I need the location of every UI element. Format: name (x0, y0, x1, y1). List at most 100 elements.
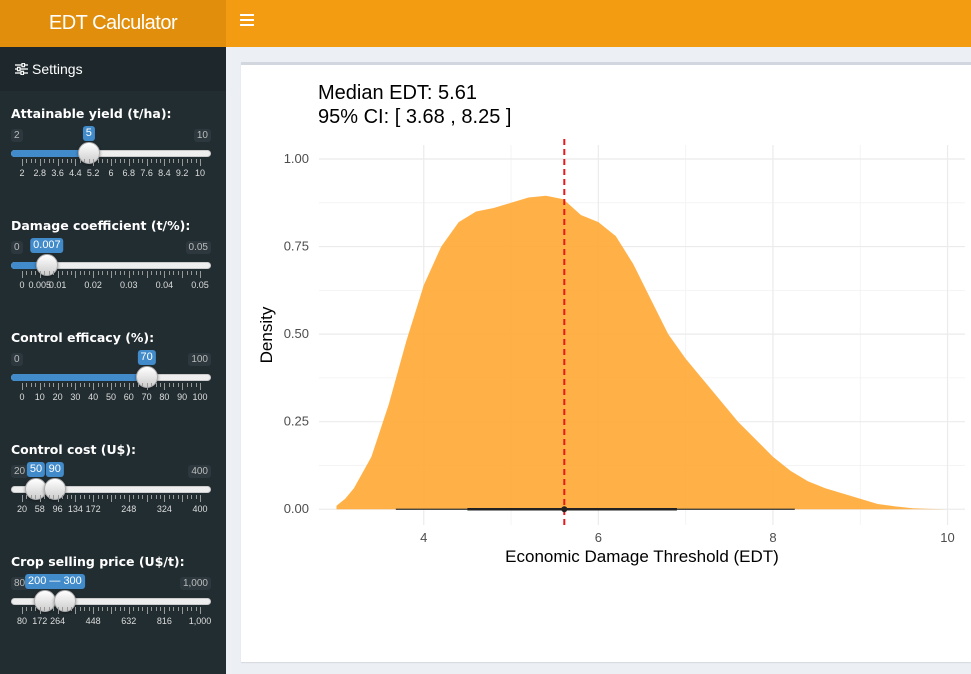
slider-tick-labels: 0 10 20 30 40 50 60 70 80 90 100 (11, 392, 211, 404)
slider-tick (97, 607, 99, 611)
slider-tick (137, 383, 139, 387)
slider-tick (146, 159, 148, 166)
slider-tick (146, 607, 148, 614)
slider-tick (142, 383, 144, 387)
slider-tick (97, 159, 99, 163)
slider-fill (11, 150, 89, 157)
slider-tick (195, 495, 197, 499)
sidebar-item-settings[interactable]: Settings (0, 47, 226, 91)
slider-tick (146, 271, 148, 278)
slider-handle[interactable] (77, 142, 100, 164)
slider-value-bubble: 0.007 (30, 238, 64, 253)
slider-track[interactable] (11, 486, 211, 493)
slider-tick (53, 495, 55, 499)
slider-tick (133, 271, 135, 275)
slider-tick (128, 159, 130, 166)
slider-tick (191, 159, 193, 163)
slider-tick (75, 159, 77, 166)
slider-tick (26, 159, 28, 163)
slider-tick-label: 10 (34, 392, 45, 402)
slider-handle[interactable] (43, 478, 66, 500)
slider-tick (53, 159, 55, 163)
slider-tick-label: 30 (70, 392, 81, 402)
slider-tick (155, 495, 157, 499)
slider-tick-label: 90 (177, 392, 188, 402)
slider-tick (66, 159, 68, 163)
slider-label: Control efficacy (%): (11, 330, 155, 345)
slider-tick (173, 607, 175, 611)
slider-max-label: 0.05 (185, 241, 211, 254)
slider-ticks (11, 383, 211, 391)
slider-tick (22, 495, 23, 502)
slider-tick (93, 607, 95, 614)
slider-tick-label: 0.05 (191, 280, 209, 290)
slider-1: Damage coefficient (t/%): 0 0.05 0.007 0 0.00… (11, 218, 211, 294)
slider-tick (191, 607, 193, 611)
slider-tick (70, 607, 72, 611)
slider-tick (57, 495, 59, 502)
slider-tick (75, 383, 77, 390)
slider-tick (182, 271, 184, 278)
slider-tick-label: 324 (156, 504, 172, 514)
slider-tick (124, 271, 126, 275)
slider-tick-label: 0.02 (84, 280, 102, 290)
slider-tick (111, 159, 112, 166)
slider-tick (22, 607, 23, 614)
slider-tick (30, 607, 32, 611)
slider-handle[interactable] (53, 590, 76, 612)
slider-tick (168, 159, 170, 163)
slider-tick (155, 607, 157, 611)
slider-tick (151, 383, 153, 387)
slider-tick (70, 271, 72, 275)
y-tick-label: 0.75 (284, 239, 309, 254)
slider-tick (66, 607, 68, 611)
slider-tick (66, 383, 68, 387)
chart-title-ci: 95% CI: [ 3.68 , 8.25 ] (318, 106, 512, 128)
slider-body: 0 100 70 0 10 20 30 40 50 60 70 80 90 100 (11, 350, 211, 406)
slider-tick (39, 383, 41, 390)
slider-handle[interactable] (35, 254, 58, 276)
slider-tick (70, 383, 72, 387)
slider-tick (177, 383, 179, 387)
slider-tick (106, 159, 108, 163)
slider-tick-label: 3.6 (51, 168, 64, 178)
slider-tick (88, 607, 90, 611)
slider-tick (164, 607, 166, 614)
slider-tick (137, 607, 139, 611)
slider-tick (102, 383, 104, 387)
slider-tick (79, 607, 81, 611)
slider-tick (177, 607, 179, 611)
slider-tick (119, 383, 121, 387)
slider-tick (111, 607, 112, 614)
slider-tick (84, 159, 86, 163)
slider-tick (88, 271, 90, 275)
slider-tick (48, 271, 50, 275)
slider-max-label: 1,000 (179, 577, 211, 590)
slider-tick (195, 607, 197, 611)
slider-value-bubble: 70 (137, 350, 156, 365)
app-title[interactable]: EDT Calculator (0, 0, 226, 47)
slider-tick (137, 495, 139, 499)
slider-tick (182, 495, 184, 502)
slider-tick (39, 159, 41, 166)
slider-tick (191, 271, 193, 275)
hamburger-menu-icon[interactable] (240, 14, 254, 28)
slider-tick (186, 383, 188, 387)
slider-tick-label: 6.8 (122, 168, 136, 178)
slider-tick (79, 271, 81, 275)
slider-tick (35, 271, 37, 275)
slider-tick (115, 383, 117, 387)
slider-tick (57, 607, 59, 614)
slider-tick-label: 7.6 (140, 168, 153, 178)
slider-tick (159, 271, 161, 275)
slider-tick (62, 159, 64, 163)
slider-tick-label: 100 (192, 392, 208, 402)
slider-tick (195, 159, 197, 163)
y-axis-label: Density (257, 306, 276, 363)
slider-tick (200, 271, 201, 278)
slider-tick-label: 4.4 (69, 168, 82, 178)
x-axis-label: Economic Damage Threshold (EDT) (505, 547, 779, 566)
y-tick-label: 1.00 (284, 151, 309, 166)
slider-tick (182, 607, 184, 614)
slider-track[interactable] (11, 598, 211, 605)
